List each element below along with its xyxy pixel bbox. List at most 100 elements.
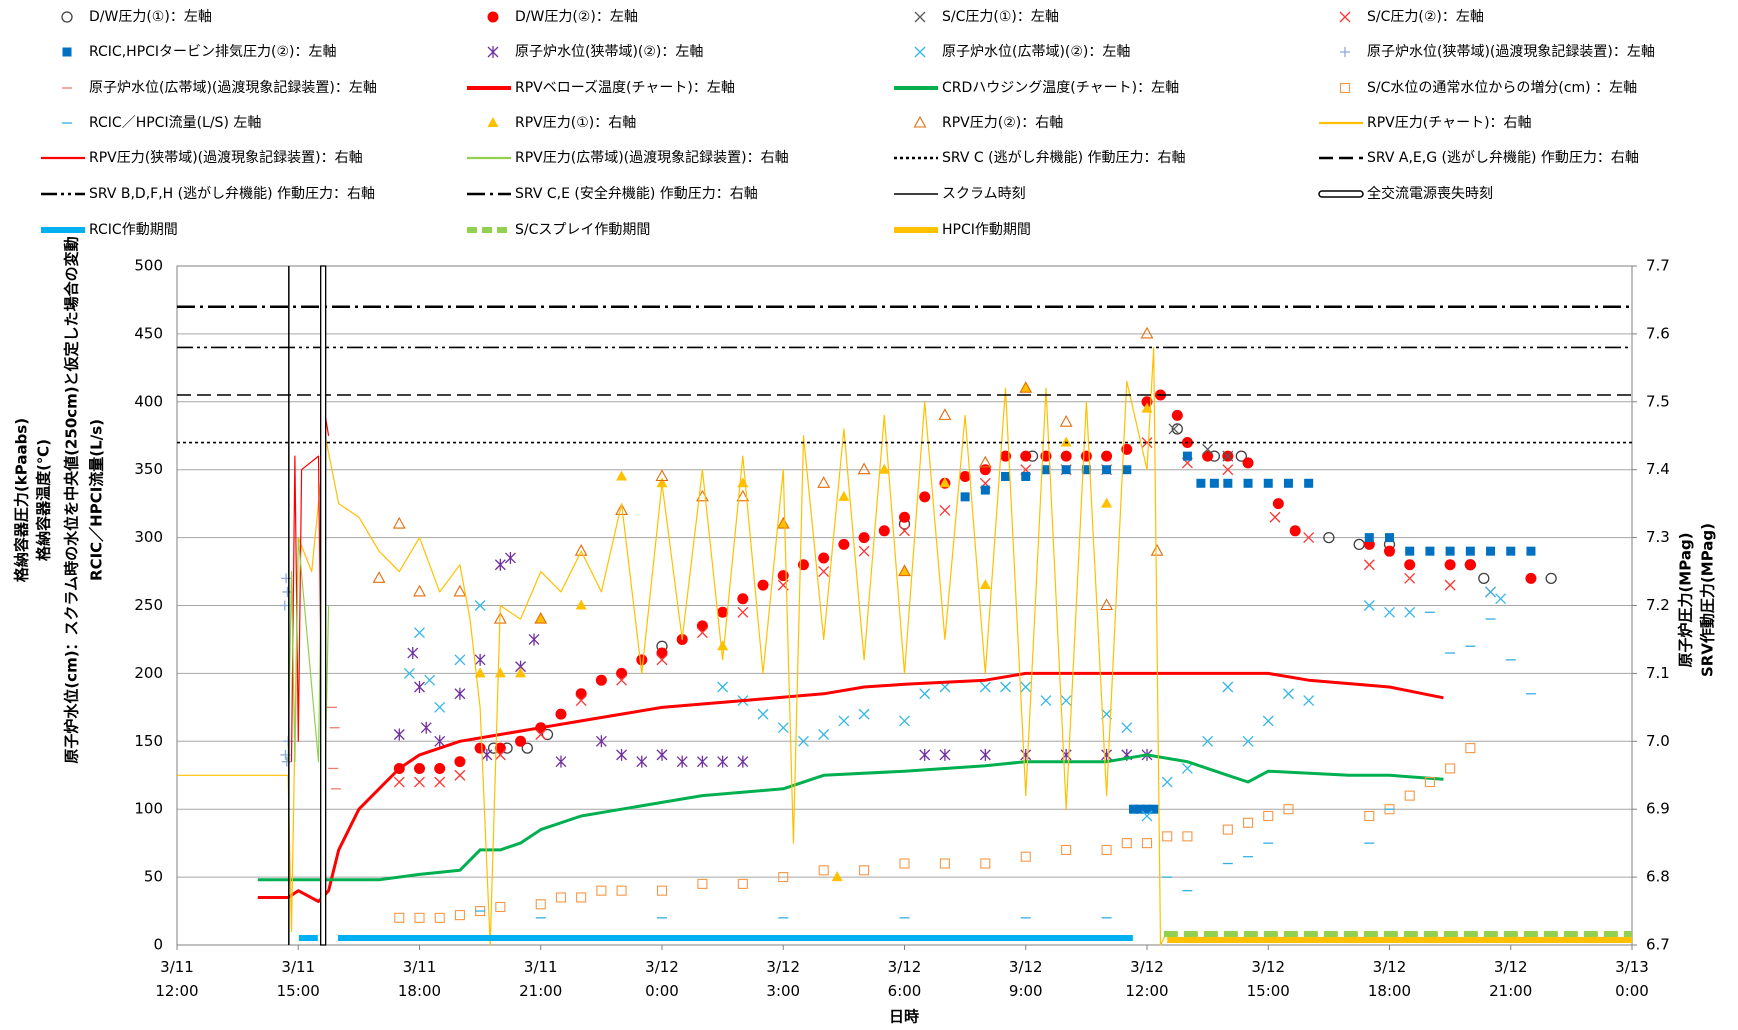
marker [899,858,910,869]
marker [1141,838,1153,849]
marker [1121,722,1133,734]
marker [414,627,425,639]
marker [1202,735,1214,747]
marker [616,470,628,481]
marker [454,654,466,666]
marker [1101,748,1113,761]
marker [372,571,386,583]
marker [393,728,405,741]
marker [521,742,533,754]
x-tick-label-line: 3/11 [160,958,194,976]
legend-label: 原子炉水位(広帯域)(②)：左軸 [942,44,1130,60]
marker [838,490,850,501]
marker [979,579,991,590]
marker [737,593,749,605]
x-tick-label-line: 6:00 [888,982,922,1000]
marker [838,538,850,550]
marker [1060,695,1072,707]
legend-label: SRV A,E,G (逃がし弁機能) 作動圧力：右軸 [1367,150,1639,166]
legend-label: RPVベローズ温度(チャート)：左軸 [515,80,735,96]
y-tick-label: 400 [134,392,163,410]
marker [777,518,789,529]
marker [1424,776,1435,788]
marker [1262,715,1274,727]
marker [420,721,432,734]
marker [1060,436,1072,447]
marker [407,647,419,660]
marker [528,633,540,646]
marker [939,504,951,516]
x-tick-label: 3/12 0:00 [645,958,679,1000]
marker [1081,465,1091,475]
marker [481,748,493,761]
marker [1182,451,1192,461]
marker [414,912,425,923]
marker [1202,443,1214,455]
x-tick-label-line: 0:00 [1615,982,1649,1000]
marker [575,599,587,610]
y2-axis-title: 原子炉圧力(MPag) [1677,532,1695,667]
legend-item: SRV C (逃がし弁機能) 作動圧力：右軸 [894,150,1185,166]
marker [1020,748,1032,761]
marker [1141,437,1153,448]
x-tick-label: 3/12 15:00 [1247,958,1290,1000]
marker [454,769,466,781]
marker [1040,695,1052,707]
marker [913,115,927,128]
marker [1263,478,1273,488]
x-tick-label-line: 3/12 [1251,958,1285,976]
legend-label: D/W圧力(②)：左軸 [515,9,638,25]
marker [656,477,668,488]
marker [414,776,425,788]
marker [1495,593,1507,605]
y-tick-label: 100 [134,800,163,818]
marker [1059,415,1073,427]
y-tick-label: 50 [144,868,163,886]
marker [1142,804,1152,814]
marker [1283,688,1294,700]
marker [1202,450,1214,462]
marker [717,606,729,618]
x-tick-label: 3/11 21:00 [519,958,562,1000]
marker [818,865,829,876]
marker [1000,681,1011,693]
marker [555,892,567,903]
marker [857,462,871,475]
legend-label: RCIC,HPCIタービン排気圧力(②)：左軸 [89,44,337,60]
marker [1478,572,1490,584]
marker [696,620,708,632]
marker [596,885,607,896]
marker [1242,735,1254,747]
x-axis-title: 日時 [889,1008,919,1026]
marker [1242,457,1254,469]
marker [736,489,750,502]
marker [858,708,870,720]
legend-item: RCIC作動期間 [41,222,178,238]
marker [1222,681,1234,693]
marker [1384,545,1395,557]
legend-item: SRV C,E (安全弁機能) 作動圧力：右軸 [467,185,758,202]
legend-item: 原子炉水位(狭帯域)(過渡現象記録装置)：左軸 [1340,43,1655,60]
x-tick-label-line: 3/11 [281,958,315,976]
legend-label: RPV圧力(②)：右軸 [942,115,1063,131]
marker [1182,831,1193,842]
x-tick-label-line: 18:00 [1368,982,1411,1000]
marker [1223,478,1233,488]
y2-tick-label: 7.7 [1646,257,1670,275]
marker [939,748,951,761]
marker [1444,579,1456,591]
marker [1323,531,1335,544]
marker [1209,478,1219,488]
legend-item: D/W圧力(①)：左軸 [61,9,212,25]
marker [494,749,506,761]
marker [636,654,648,666]
marker [737,755,749,768]
marker [1526,546,1536,556]
marker [1444,559,1456,571]
legend-label: S/C水位の通常水位からの増分(cm) ：左軸 [1367,80,1637,96]
marker [757,708,769,720]
marker [1545,572,1557,584]
event-line [320,265,327,946]
legend-item: 原子炉水位(広帯域)(②)：左軸 [914,44,1130,60]
y-tick-label: 450 [134,324,163,342]
